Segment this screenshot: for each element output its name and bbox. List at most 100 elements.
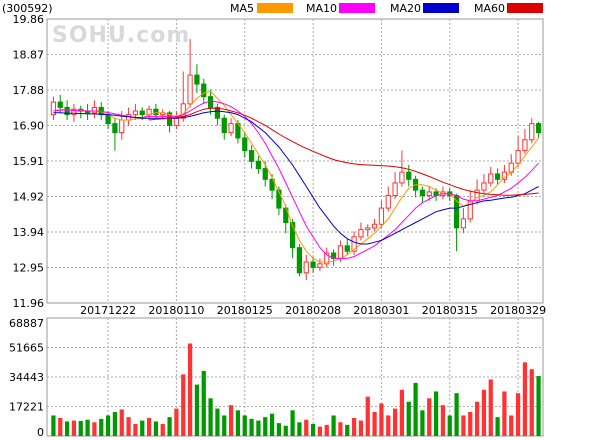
candle-down — [214, 103, 221, 126]
volume-axis-labels: 68887 51665 34443 17221 0 — [9, 317, 44, 439]
price-tick-label: 12.95 — [13, 262, 45, 275]
candle-up — [529, 118, 535, 144]
volume-bar-down — [433, 391, 439, 436]
volume-bar-down — [495, 417, 500, 436]
legend-label: MA20 — [390, 2, 421, 15]
candle-up — [481, 173, 487, 194]
candle-down — [406, 164, 412, 187]
candle-down — [310, 256, 316, 273]
date-tick-label: 20180125 — [217, 304, 273, 317]
candle-down — [248, 145, 255, 169]
price-tick-label: 18.87 — [13, 49, 45, 62]
volume-bar-up — [71, 420, 77, 436]
volume-bar-down — [413, 382, 418, 436]
date-axis-labels: 20171222 20180110 20180125 20180208 20180301… — [80, 304, 546, 317]
volume-bar-down — [242, 415, 247, 436]
date-tick-label: 20180315 — [422, 304, 478, 317]
volume-bar-up — [502, 391, 507, 436]
candle-up — [460, 208, 467, 234]
date-tick-label: 20180301 — [353, 304, 409, 317]
candle-up — [365, 224, 371, 237]
candle-down — [283, 204, 289, 234]
volume-bar-up — [509, 415, 514, 436]
volume-bar-down — [310, 424, 316, 436]
candle-down — [419, 186, 426, 203]
volume-bar-up — [324, 424, 329, 436]
volume-bar-up — [174, 408, 179, 436]
volume-bar-up — [365, 396, 370, 436]
volume-tick-label: 51665 — [9, 342, 44, 355]
candle-up — [317, 258, 323, 272]
stock-code: (300592) — [2, 2, 53, 15]
volume-bar-up — [304, 419, 309, 436]
legend-swatch — [257, 3, 293, 13]
candle-up — [392, 172, 398, 200]
volume-bar-down — [297, 422, 302, 436]
volume-bar-up — [529, 369, 534, 436]
volume-bar-up — [351, 418, 357, 436]
candle-down — [242, 132, 248, 158]
volume-bar-down — [140, 420, 145, 436]
volume-tick-label: 34443 — [9, 371, 44, 384]
candle-down — [255, 155, 262, 174]
ma60-line — [149, 107, 539, 196]
candle-up — [378, 200, 385, 228]
volume-bar-up — [488, 379, 493, 436]
candle-down — [221, 114, 227, 140]
legend-label: MA5 — [230, 2, 254, 15]
candle-down — [296, 244, 303, 277]
candle-up — [426, 186, 432, 201]
volume-bar-down — [420, 410, 425, 436]
volume-bar-down — [112, 412, 118, 436]
moving-averages — [53, 90, 539, 263]
volume-bar-up — [522, 362, 528, 436]
date-tick-label: 20180329 — [490, 304, 546, 317]
volume-bar-up — [317, 426, 323, 436]
volume-bar-up — [372, 412, 377, 436]
volume-bar-down — [51, 415, 56, 436]
candle-down — [194, 64, 200, 94]
volume-tick-label: 68887 — [9, 317, 44, 330]
candle-up — [324, 247, 330, 268]
candle-up — [358, 222, 364, 241]
legend-swatch — [507, 3, 543, 13]
candle-up — [228, 118, 234, 137]
volume-bar-down — [235, 410, 241, 436]
price-axis-labels: 19.86 18.87 17.88 16.90 15.91 14.92 13.94 12.95… — [13, 13, 45, 310]
volume-bar-up — [427, 398, 432, 436]
volume-bar-up — [468, 412, 473, 436]
volume-bar-down — [99, 418, 104, 436]
legend-item-ma20: MA20 — [390, 2, 459, 15]
ma20-line — [53, 110, 539, 245]
volume-bar-up — [119, 409, 124, 436]
candle-up — [488, 166, 494, 187]
legend: MA5 MA10 MA20 MA60 — [230, 2, 543, 15]
legend-item-ma60: MA60 — [474, 2, 543, 15]
volume-bar-down — [105, 415, 111, 436]
volume-bar-down — [283, 425, 288, 436]
candle-down — [535, 121, 542, 138]
legend-swatch — [423, 3, 459, 13]
volume-bar-up — [399, 389, 405, 436]
candle-up — [385, 186, 391, 212]
legend-swatch — [339, 3, 375, 13]
volume-bar-up — [481, 389, 487, 436]
volume-bar-up — [187, 343, 193, 436]
volume-bar-down — [153, 421, 159, 436]
volume-bar-up — [146, 418, 152, 436]
legend-item-ma10: MA10 — [306, 2, 375, 15]
candle-down — [344, 238, 350, 255]
volume-bar-down — [263, 417, 268, 436]
volume-bar-down — [215, 408, 220, 436]
volume-bar-up — [461, 415, 466, 436]
candle-up — [371, 218, 378, 232]
candle-down — [494, 168, 501, 185]
volume-bar-down — [208, 398, 213, 436]
volume-tick-label: 17221 — [9, 401, 44, 414]
date-tick-label: 20180208 — [285, 304, 341, 317]
candle-up — [303, 254, 309, 280]
price-tick-label: 19.86 — [13, 13, 45, 26]
volume-bar-up — [474, 401, 480, 436]
volume-bar-down — [345, 424, 350, 436]
volume-bar-down — [222, 415, 227, 436]
